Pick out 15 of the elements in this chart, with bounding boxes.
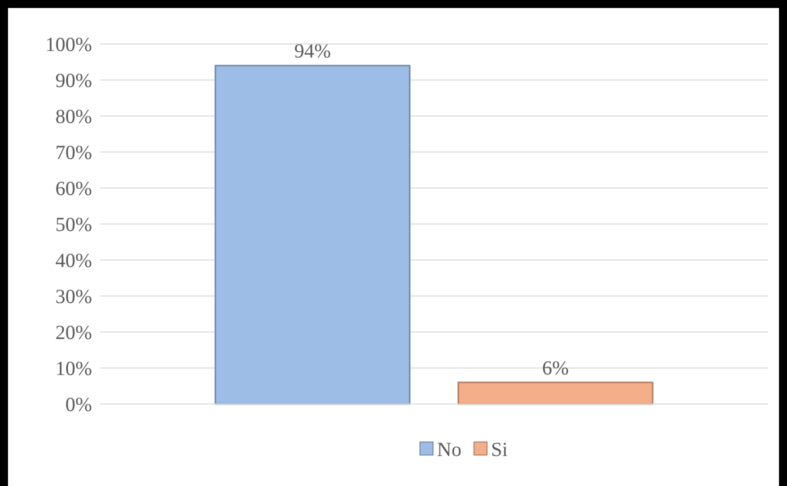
- y-tick-label: 40%: [55, 250, 92, 272]
- y-tick-label: 30%: [55, 286, 92, 308]
- data-label: 94%: [294, 40, 331, 63]
- legend-label: Si: [491, 439, 508, 461]
- y-tick-label: 100%: [45, 34, 92, 56]
- y-tick-label: 50%: [55, 214, 92, 236]
- data-label: 6%: [542, 357, 569, 380]
- y-tick-label: 10%: [55, 358, 92, 380]
- y-tick-label: 0%: [65, 394, 92, 416]
- y-tick-label: 20%: [55, 322, 92, 344]
- y-tick-label: 60%: [55, 178, 92, 200]
- y-tick-label: 80%: [55, 106, 92, 128]
- legend-label: No: [437, 439, 462, 461]
- y-tick-label: 70%: [55, 142, 92, 164]
- y-tick-label: 90%: [55, 70, 92, 92]
